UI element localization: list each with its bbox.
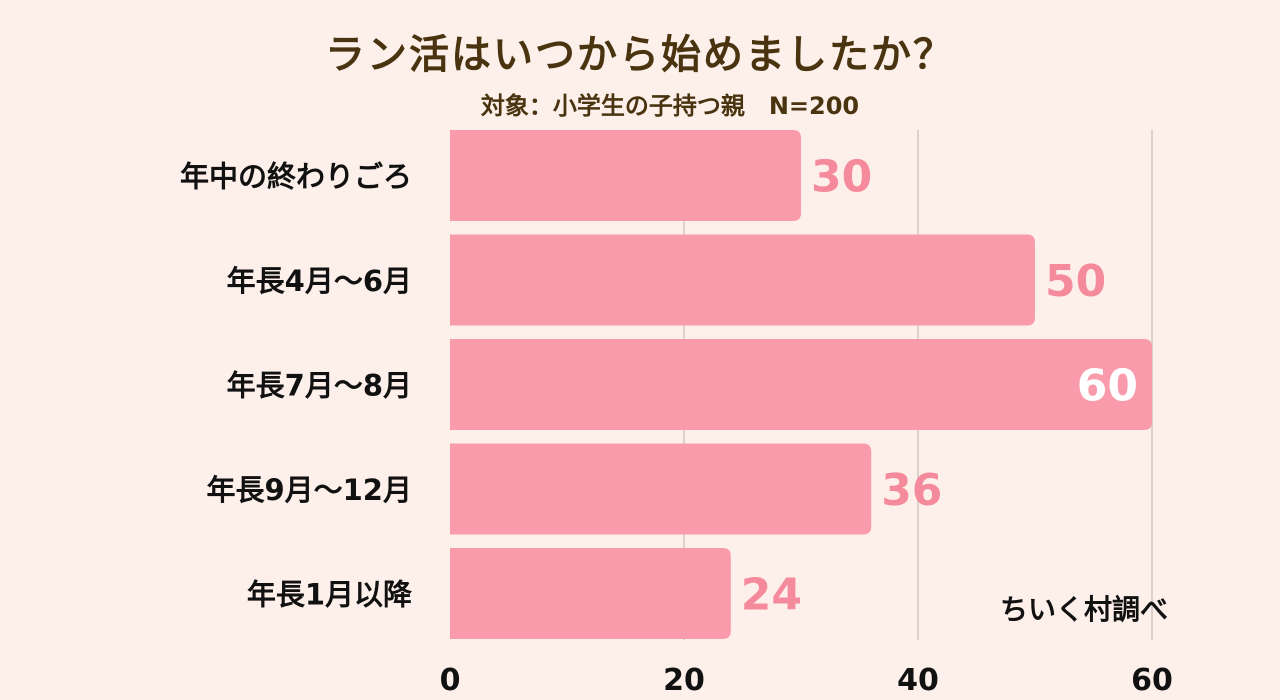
- value-label: 60: [1077, 361, 1138, 412]
- x-tick-label: 40: [897, 663, 939, 698]
- x-tick-label: 0: [440, 663, 461, 698]
- bar: [450, 339, 1152, 430]
- value-label: 36: [881, 465, 942, 516]
- chart-subtitle: 対象：小学生の子持つ親 N=200: [480, 92, 860, 120]
- value-label: 50: [1045, 256, 1106, 307]
- bar: [450, 234, 1035, 326]
- source-credit: ちいく村調べ: [1000, 593, 1169, 626]
- value-label: 30: [811, 152, 872, 203]
- x-tick-label: 60: [1131, 663, 1173, 698]
- bar: [450, 548, 731, 639]
- category-label: 年長4月～6月: [227, 264, 412, 298]
- value-label: 24: [741, 570, 802, 621]
- bar: [450, 443, 872, 535]
- bar: [450, 130, 801, 221]
- x-tick-label: 20: [663, 663, 705, 698]
- category-label: 年長9月～12月: [206, 473, 412, 507]
- category-label: 年長7月～8月: [227, 369, 412, 403]
- category-label: 年中の終わりごろ: [180, 160, 412, 194]
- chart-title: ラン活はいつから始めましたか？: [325, 32, 955, 78]
- category-label: 年長1月以降: [247, 578, 413, 612]
